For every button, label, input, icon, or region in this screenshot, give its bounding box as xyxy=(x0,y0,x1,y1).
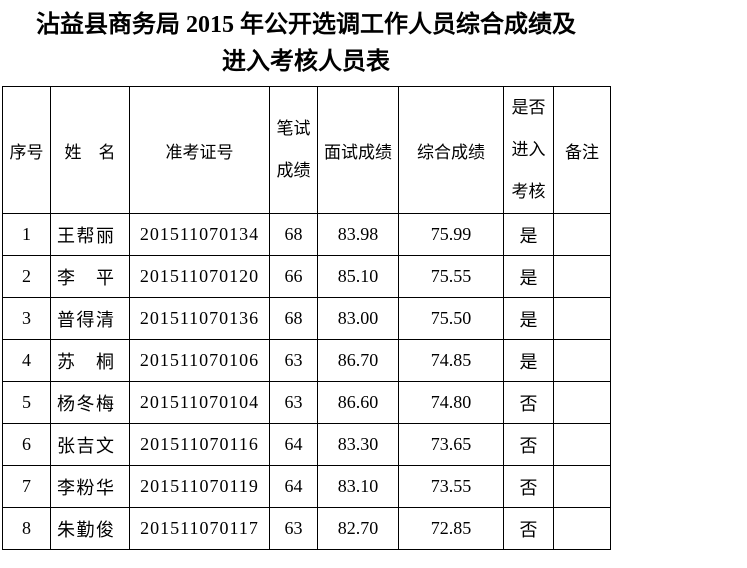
cell-interview-score: 83.10 xyxy=(317,465,399,508)
cell-name: 普得清 xyxy=(50,297,130,340)
cell-written-score: 63 xyxy=(269,339,318,382)
header-name: 姓 名 xyxy=(50,86,130,214)
cell-index: 3 xyxy=(2,297,51,340)
cell-interview-score: 83.00 xyxy=(317,297,399,340)
cell-name: 王帮丽 xyxy=(50,213,130,256)
cell-remark xyxy=(553,465,611,508)
table-header-row: 序号 姓 名 准考证号 笔试 成绩 面试成绩 综合成绩 是否 进入 考核 备注 xyxy=(2,86,611,214)
cell-interview-score: 83.30 xyxy=(317,423,399,466)
title-line-2: 进入考核人员表 xyxy=(222,49,390,75)
cell-ticket-number: 201511070116 xyxy=(129,423,270,466)
cell-interview-score: 83.98 xyxy=(317,213,399,256)
cell-name: 苏 桐 xyxy=(50,339,130,382)
candidate-name: 苏 桐 xyxy=(57,351,114,372)
cell-remark xyxy=(553,297,611,340)
cell-remark xyxy=(553,213,611,256)
cell-written-score: 68 xyxy=(269,297,318,340)
cell-composite-score: 74.85 xyxy=(398,339,504,382)
cell-composite-score: 73.55 xyxy=(398,465,504,508)
candidate-name: 朱勤俊 xyxy=(57,519,114,540)
cell-written-score: 68 xyxy=(269,213,318,256)
header-ticket-number: 准考证号 xyxy=(129,86,270,214)
cell-name: 张吉文 xyxy=(50,423,130,466)
cell-ticket-number: 201511070106 xyxy=(129,339,270,382)
table-row: 8 朱勤俊 201511070117 63 82.70 72.85 否 xyxy=(2,507,611,550)
cell-ticket-number: 201511070136 xyxy=(129,297,270,340)
cell-qualify: 否 xyxy=(503,507,554,550)
header-written-score-line1: 笔试 xyxy=(276,119,311,138)
cell-qualify: 否 xyxy=(503,423,554,466)
document-title: 沾益县商务局 2015 年公开选调工作人员综合成绩及 进入考核人员表 xyxy=(0,0,612,81)
header-qualify-line3: 考核 xyxy=(511,182,546,201)
cell-remark xyxy=(553,423,611,466)
cell-qualify: 否 xyxy=(503,381,554,424)
cell-ticket-number: 201511070120 xyxy=(129,255,270,298)
header-qualify-line1: 是否 xyxy=(511,98,546,117)
cell-composite-score: 75.50 xyxy=(398,297,504,340)
cell-written-score: 63 xyxy=(269,507,318,550)
candidate-name: 张吉文 xyxy=(57,435,114,456)
cell-composite-score: 75.55 xyxy=(398,255,504,298)
cell-composite-score: 72.85 xyxy=(398,507,504,550)
candidate-name: 王帮丽 xyxy=(57,225,114,246)
header-written-score: 笔试 成绩 xyxy=(269,86,318,214)
candidate-name: 杨冬梅 xyxy=(57,393,114,414)
score-table: 序号 姓 名 准考证号 笔试 成绩 面试成绩 综合成绩 是否 进入 考核 备注 … xyxy=(2,86,611,550)
cell-interview-score: 85.10 xyxy=(317,255,399,298)
cell-index: 5 xyxy=(2,381,51,424)
cell-written-score: 64 xyxy=(269,423,318,466)
table-row: 3 普得清 201511070136 68 83.00 75.50 是 xyxy=(2,297,611,340)
cell-index: 2 xyxy=(2,255,51,298)
cell-interview-score: 86.70 xyxy=(317,339,399,382)
table-row: 5 杨冬梅 201511070104 63 86.60 74.80 否 xyxy=(2,381,611,424)
cell-written-score: 66 xyxy=(269,255,318,298)
cell-qualify: 是 xyxy=(503,339,554,382)
cell-composite-score: 75.99 xyxy=(398,213,504,256)
cell-remark xyxy=(553,381,611,424)
cell-index: 4 xyxy=(2,339,51,382)
candidate-name: 普得清 xyxy=(57,309,114,330)
cell-remark xyxy=(553,255,611,298)
table-row: 6 张吉文 201511070116 64 83.30 73.65 否 xyxy=(2,423,611,466)
title-line-1: 沾益县商务局 2015 年公开选调工作人员综合成绩及 xyxy=(36,12,576,38)
header-qualify-assessment: 是否 进入 考核 xyxy=(503,86,554,214)
cell-written-score: 64 xyxy=(269,465,318,508)
cell-qualify: 是 xyxy=(503,255,554,298)
cell-qualify: 是 xyxy=(503,213,554,256)
cell-index: 7 xyxy=(2,465,51,508)
cell-ticket-number: 201511070117 xyxy=(129,507,270,550)
cell-interview-score: 86.60 xyxy=(317,381,399,424)
cell-ticket-number: 201511070104 xyxy=(129,381,270,424)
candidate-name: 李 平 xyxy=(57,267,114,288)
cell-interview-score: 82.70 xyxy=(317,507,399,550)
cell-composite-score: 73.65 xyxy=(398,423,504,466)
cell-name: 杨冬梅 xyxy=(50,381,130,424)
cell-remark xyxy=(553,339,611,382)
table-row: 1 王帮丽 201511070134 68 83.98 75.99 是 xyxy=(2,213,611,256)
cell-ticket-number: 201511070134 xyxy=(129,213,270,256)
header-interview-score: 面试成绩 xyxy=(317,86,399,214)
header-remark: 备注 xyxy=(553,86,611,214)
table-row: 7 李粉华 201511070119 64 83.10 73.55 否 xyxy=(2,465,611,508)
cell-index: 8 xyxy=(2,507,51,550)
table-row: 4 苏 桐 201511070106 63 86.70 74.85 是 xyxy=(2,339,611,382)
cell-name: 朱勤俊 xyxy=(50,507,130,550)
header-composite-score: 综合成绩 xyxy=(398,86,504,214)
header-qualify-line2: 进入 xyxy=(511,140,546,159)
cell-name: 李粉华 xyxy=(50,465,130,508)
header-index: 序号 xyxy=(2,86,51,214)
cell-remark xyxy=(553,507,611,550)
candidate-name: 李粉华 xyxy=(57,477,114,498)
cell-written-score: 63 xyxy=(269,381,318,424)
table-row: 2 李 平 201511070120 66 85.10 75.55 是 xyxy=(2,255,611,298)
cell-name: 李 平 xyxy=(50,255,130,298)
cell-index: 6 xyxy=(2,423,51,466)
cell-ticket-number: 201511070119 xyxy=(129,465,270,508)
cell-qualify: 是 xyxy=(503,297,554,340)
cell-qualify: 否 xyxy=(503,465,554,508)
cell-composite-score: 74.80 xyxy=(398,381,504,424)
cell-index: 1 xyxy=(2,213,51,256)
header-written-score-line2: 成绩 xyxy=(276,161,311,180)
